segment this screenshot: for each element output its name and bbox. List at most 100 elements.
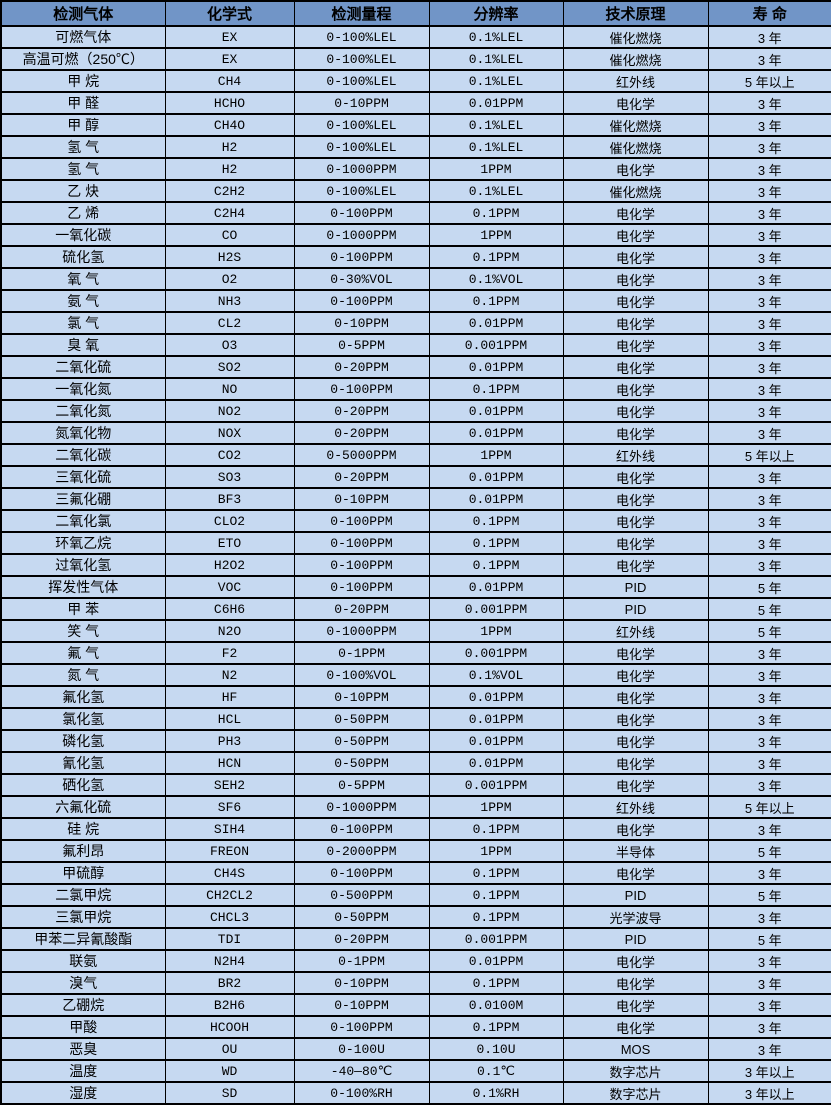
principle-cell: 催化燃烧 (562, 179, 709, 203)
lifespan-cell: 3 年 (707, 531, 831, 555)
principle-cell: 电化学 (562, 971, 709, 995)
table-row: 笑 气 N2O 0-1000PPM 1PPM 红外线 5 年 (0, 619, 831, 643)
formula-cell: HCN (164, 751, 295, 775)
gas-name-cell: 乙硼烷 (0, 993, 166, 1017)
table-row: 可燃气体 EX 0-100%LEL 0.1%LEL 催化燃烧 3 年 (0, 25, 831, 49)
principle-cell: 电化学 (562, 751, 709, 775)
gas-name-cell: 氢 气 (0, 135, 166, 159)
resolution-cell: 0.01PPM (428, 949, 564, 973)
range-cell: 0-20PPM (293, 355, 430, 379)
resolution-cell: 0.1%LEL (428, 47, 564, 71)
table-row: 温度 WD -40—80℃ 0.1℃ 数字芯片 3 年以上 (0, 1059, 831, 1083)
gas-name-cell: 氮氧化物 (0, 421, 166, 445)
gas-name-cell: 氢 气 (0, 157, 166, 181)
lifespan-cell: 3 年 (707, 553, 831, 577)
range-cell: 0-100PPM (293, 817, 430, 841)
lifespan-cell: 3 年以上 (707, 1059, 831, 1083)
gas-name-cell: 氟化氢 (0, 685, 166, 709)
formula-cell: VOC (164, 575, 295, 599)
resolution-cell: 0.1%VOL (428, 663, 564, 687)
gas-name-cell: 溴气 (0, 971, 166, 995)
principle-cell: 催化燃烧 (562, 47, 709, 71)
gas-name-cell: 联氨 (0, 949, 166, 973)
range-cell: 0-1000PPM (293, 619, 430, 643)
lifespan-cell: 3 年 (707, 333, 831, 357)
lifespan-cell: 3 年 (707, 685, 831, 709)
resolution-cell: 0.01PPM (428, 91, 564, 115)
column-header-formula: 化学式 (164, 0, 295, 27)
range-cell: 0-100%LEL (293, 179, 430, 203)
range-cell: 0-100PPM (293, 289, 430, 313)
table-row: 甲 烷 CH4 0-100%LEL 0.1%LEL 红外线 5 年以上 (0, 69, 831, 93)
range-cell: 0-50PPM (293, 707, 430, 731)
range-cell: 0-20PPM (293, 597, 430, 621)
table-row: 联氨 N2H4 0-1PPM 0.01PPM 电化学 3 年 (0, 949, 831, 973)
resolution-cell: 0.1%LEL (428, 69, 564, 93)
range-cell: 0-100%LEL (293, 25, 430, 49)
principle-cell: 电化学 (562, 641, 709, 665)
formula-cell: N2 (164, 663, 295, 687)
lifespan-cell: 3 年 (707, 707, 831, 731)
formula-cell: H2 (164, 135, 295, 159)
principle-cell: 电化学 (562, 333, 709, 357)
formula-cell: CH2CL2 (164, 883, 295, 907)
resolution-cell: 1PPM (428, 795, 564, 819)
formula-cell: TDI (164, 927, 295, 951)
gas-name-cell: 甲苯二异氰酸酯 (0, 927, 166, 951)
formula-cell: SIH4 (164, 817, 295, 841)
gas-name-cell: 二氧化氮 (0, 399, 166, 423)
lifespan-cell: 3 年 (707, 399, 831, 423)
gas-name-cell: 氟利昂 (0, 839, 166, 863)
lifespan-cell: 3 年 (707, 355, 831, 379)
table-row: 氯化氢 HCL 0-50PPM 0.01PPM 电化学 3 年 (0, 707, 831, 731)
table-row: 氟 气 F2 0-1PPM 0.001PPM 电化学 3 年 (0, 641, 831, 665)
resolution-cell: 0.01PPM (428, 685, 564, 709)
lifespan-cell: 3 年 (707, 729, 831, 753)
range-cell: 0-50PPM (293, 729, 430, 753)
formula-cell: SO2 (164, 355, 295, 379)
table-row: 乙 炔 C2H2 0-100%LEL 0.1%LEL 催化燃烧 3 年 (0, 179, 831, 203)
resolution-cell: 0.1PPM (428, 289, 564, 313)
range-cell: -40—80℃ (293, 1059, 430, 1083)
resolution-cell: 0.01PPM (428, 487, 564, 511)
principle-cell: 数字芯片 (562, 1059, 709, 1083)
gas-name-cell: 氯化氢 (0, 707, 166, 731)
lifespan-cell: 3 年 (707, 465, 831, 489)
lifespan-cell: 3 年以上 (707, 1081, 831, 1105)
lifespan-cell: 3 年 (707, 641, 831, 665)
resolution-cell: 0.001PPM (428, 333, 564, 357)
resolution-cell: 0.01PPM (428, 421, 564, 445)
table-row: 二氯甲烷 CH2CL2 0-500PPM 0.1PPM PID 5 年 (0, 883, 831, 907)
lifespan-cell: 5 年 (707, 575, 831, 599)
table-row: 甲硫醇 CH4S 0-100PPM 0.1PPM 电化学 3 年 (0, 861, 831, 885)
principle-cell: 电化学 (562, 289, 709, 313)
range-cell: 0-100%LEL (293, 135, 430, 159)
resolution-cell: 0.10U (428, 1037, 564, 1061)
formula-cell: SD (164, 1081, 295, 1105)
lifespan-cell: 3 年 (707, 47, 831, 71)
principle-cell: 电化学 (562, 201, 709, 225)
formula-cell: ETO (164, 531, 295, 555)
resolution-cell: 0.1PPM (428, 883, 564, 907)
gas-name-cell: 甲硫醇 (0, 861, 166, 885)
principle-cell: 红外线 (562, 619, 709, 643)
gas-name-cell: 三氧化硫 (0, 465, 166, 489)
principle-cell: 电化学 (562, 531, 709, 555)
range-cell: 0-1PPM (293, 949, 430, 973)
resolution-cell: 0.01PPM (428, 751, 564, 775)
range-cell: 0-1000PPM (293, 157, 430, 181)
table-row: 乙硼烷 B2H6 0-10PPM 0.0100M 电化学 3 年 (0, 993, 831, 1017)
gas-name-cell: 可燃气体 (0, 25, 166, 49)
lifespan-cell: 3 年 (707, 861, 831, 885)
resolution-cell: 0.1%LEL (428, 179, 564, 203)
principle-cell: 半导体 (562, 839, 709, 863)
principle-cell: 电化学 (562, 949, 709, 973)
range-cell: 0-10PPM (293, 685, 430, 709)
principle-cell: 电化学 (562, 267, 709, 291)
table-row: 氯 气 CL2 0-10PPM 0.01PPM 电化学 3 年 (0, 311, 831, 335)
principle-cell: PID (562, 575, 709, 599)
formula-cell: O3 (164, 333, 295, 357)
table-row: 一氧化碳 CO 0-1000PPM 1PPM 电化学 3 年 (0, 223, 831, 247)
range-cell: 0-100PPM (293, 553, 430, 577)
lifespan-cell: 3 年 (707, 377, 831, 401)
